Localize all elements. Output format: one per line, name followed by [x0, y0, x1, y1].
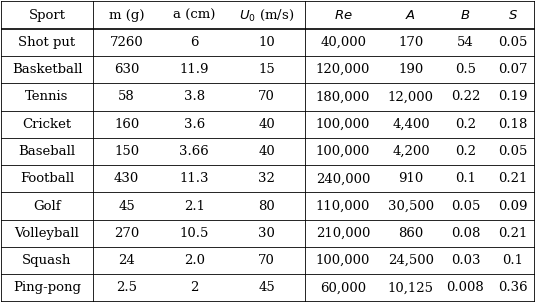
Text: 58: 58: [118, 90, 135, 103]
Text: 0.03: 0.03: [451, 254, 480, 267]
Text: 0.21: 0.21: [498, 172, 527, 185]
Text: 0.19: 0.19: [498, 90, 527, 103]
Text: 15: 15: [258, 63, 275, 76]
Text: Ping-pong: Ping-pong: [13, 281, 81, 295]
Text: 45: 45: [118, 200, 135, 213]
Text: Sport: Sport: [28, 8, 65, 22]
Text: 120,000: 120,000: [316, 63, 370, 76]
Text: 110,000: 110,000: [316, 200, 370, 213]
Text: 0.05: 0.05: [451, 200, 480, 213]
Text: Basketball: Basketball: [12, 63, 83, 76]
Text: 0.008: 0.008: [446, 281, 484, 295]
Text: 2.1: 2.1: [184, 200, 205, 213]
Text: 630: 630: [114, 63, 139, 76]
Text: 100,000: 100,000: [316, 254, 370, 267]
Text: $A$: $A$: [405, 8, 416, 22]
Text: 0.18: 0.18: [498, 118, 527, 131]
Text: m (g): m (g): [109, 8, 144, 22]
Text: 80: 80: [258, 200, 275, 213]
Text: 0.09: 0.09: [498, 200, 527, 213]
Text: 0.36: 0.36: [498, 281, 527, 295]
Text: Shot put: Shot put: [18, 36, 76, 49]
Text: 11.9: 11.9: [180, 63, 209, 76]
Text: 2.5: 2.5: [116, 281, 137, 295]
Text: Baseball: Baseball: [18, 145, 76, 158]
Text: 32: 32: [258, 172, 275, 185]
Text: 40: 40: [258, 145, 275, 158]
Text: 100,000: 100,000: [316, 145, 370, 158]
Text: a (cm): a (cm): [173, 8, 215, 22]
Text: 4,400: 4,400: [392, 118, 430, 131]
Text: 10: 10: [258, 36, 275, 49]
Text: 0.5: 0.5: [455, 63, 476, 76]
Text: 0.2: 0.2: [455, 118, 476, 131]
Text: 430: 430: [114, 172, 139, 185]
Text: 150: 150: [114, 145, 139, 158]
Text: 910: 910: [398, 172, 423, 185]
Text: 6: 6: [190, 36, 199, 49]
Text: 3.6: 3.6: [184, 118, 205, 131]
Text: Volleyball: Volleyball: [14, 227, 79, 240]
Text: 11.3: 11.3: [180, 172, 209, 185]
Text: 180,000: 180,000: [316, 90, 370, 103]
Text: 0.05: 0.05: [498, 36, 527, 49]
Text: 70: 70: [258, 90, 275, 103]
Text: 10.5: 10.5: [180, 227, 209, 240]
Text: 0.05: 0.05: [498, 145, 527, 158]
Text: $U_0$ (m/s): $U_0$ (m/s): [239, 8, 294, 23]
Text: 12,000: 12,000: [388, 90, 434, 103]
Text: 0.22: 0.22: [451, 90, 480, 103]
Text: 100,000: 100,000: [316, 118, 370, 131]
Text: 60,000: 60,000: [320, 281, 366, 295]
Text: 0.1: 0.1: [502, 254, 523, 267]
Text: Football: Football: [20, 172, 74, 185]
Text: 40,000: 40,000: [320, 36, 366, 49]
Text: 0.07: 0.07: [498, 63, 527, 76]
Text: 210,000: 210,000: [316, 227, 370, 240]
Text: 7260: 7260: [110, 36, 144, 49]
Text: 24: 24: [118, 254, 135, 267]
Text: 4,200: 4,200: [392, 145, 430, 158]
Text: $S$: $S$: [508, 8, 518, 22]
Text: 0.08: 0.08: [451, 227, 480, 240]
Text: 2: 2: [190, 281, 198, 295]
Text: 24,500: 24,500: [388, 254, 434, 267]
Text: Tennis: Tennis: [25, 90, 69, 103]
Text: 54: 54: [457, 36, 474, 49]
Text: 70: 70: [258, 254, 275, 267]
Text: 10,125: 10,125: [388, 281, 434, 295]
Text: 40: 40: [258, 118, 275, 131]
Text: Cricket: Cricket: [23, 118, 72, 131]
Text: 0.21: 0.21: [498, 227, 527, 240]
Text: $B$: $B$: [460, 8, 471, 22]
Text: Squash: Squash: [23, 254, 72, 267]
Text: $\mathit{Re}$: $\mathit{Re}$: [334, 8, 353, 22]
Text: 190: 190: [398, 63, 423, 76]
Text: 160: 160: [114, 118, 139, 131]
Text: Golf: Golf: [33, 200, 61, 213]
Text: 30: 30: [258, 227, 275, 240]
Text: 0.1: 0.1: [455, 172, 476, 185]
Text: 860: 860: [398, 227, 423, 240]
Text: 3.8: 3.8: [184, 90, 205, 103]
Text: 170: 170: [398, 36, 423, 49]
Text: 270: 270: [114, 227, 139, 240]
Text: 30,500: 30,500: [388, 200, 434, 213]
Text: 240,000: 240,000: [316, 172, 370, 185]
Text: 3.66: 3.66: [180, 145, 209, 158]
Text: 0.2: 0.2: [455, 145, 476, 158]
Text: 2.0: 2.0: [184, 254, 205, 267]
Text: 45: 45: [258, 281, 275, 295]
